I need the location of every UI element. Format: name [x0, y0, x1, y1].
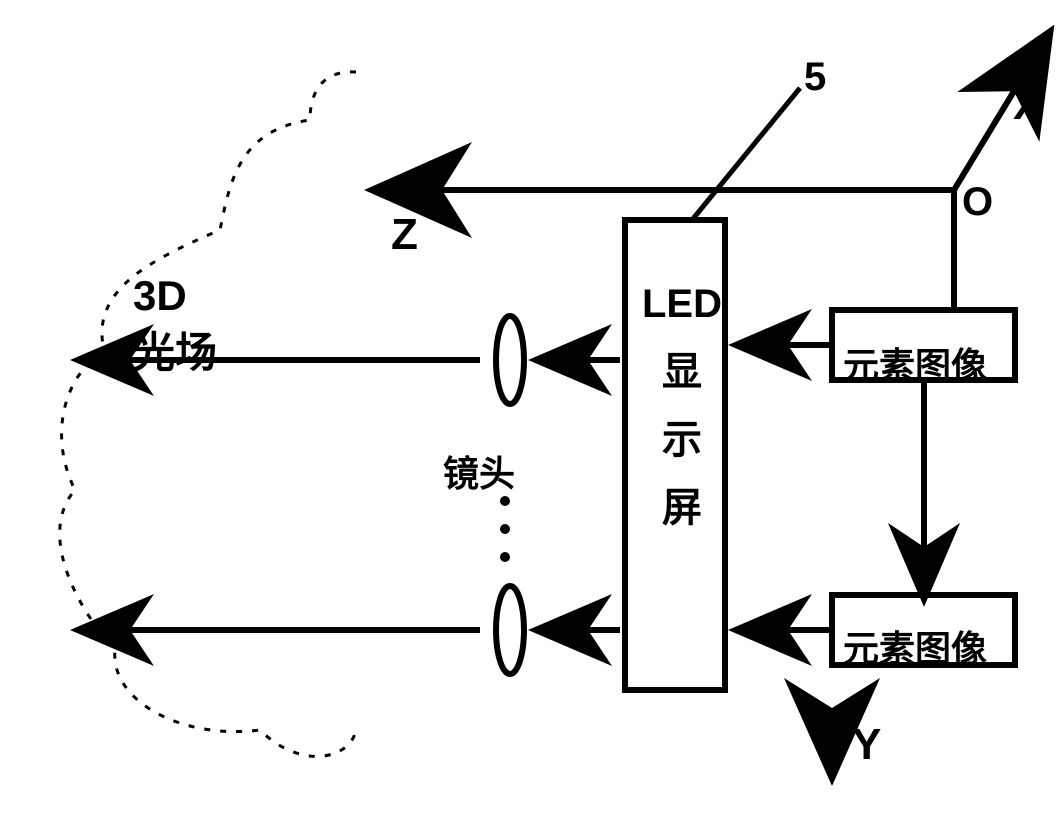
- diagram-canvas: [0, 0, 1061, 831]
- label-callout-5: 5: [804, 55, 826, 100]
- label-axis-z: Z: [391, 210, 418, 260]
- label-axis-y: Y: [852, 720, 881, 770]
- lens-top: [496, 316, 524, 404]
- lens-ellipsis-dot: [500, 496, 510, 506]
- label-led-screen: LED显示屏: [642, 270, 722, 542]
- lens-ellipsis-dot: [500, 524, 510, 534]
- light-field-cloud: [60, 72, 356, 756]
- label-axis-x: X: [1013, 80, 1042, 130]
- callout-line-5: [692, 88, 800, 220]
- label-origin-o: O: [962, 180, 993, 225]
- label-lens: 镜头: [443, 445, 515, 497]
- lens-bottom: [496, 586, 524, 674]
- label-element-image-bottom: 元素图像: [843, 620, 987, 672]
- lens-ellipsis-dot: [500, 552, 510, 562]
- label-3d-field: 3D 光场: [133, 268, 217, 381]
- label-element-image-top: 元素图像: [843, 337, 987, 389]
